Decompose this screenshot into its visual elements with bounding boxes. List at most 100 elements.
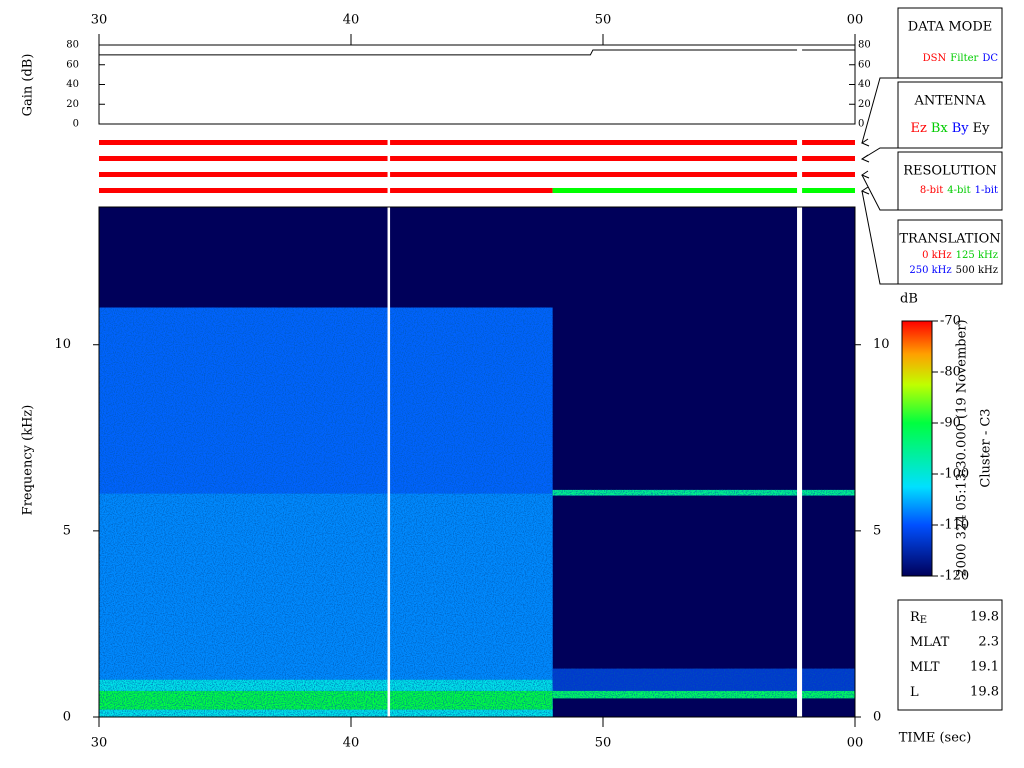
- panel-item: 125 kHz: [956, 250, 998, 261]
- panel-item: By: [952, 121, 970, 136]
- panel-line: 0 kHz 125 kHz: [922, 250, 998, 261]
- panel-line: 8-bit 4-bit 1-bit: [920, 185, 998, 196]
- panel-item: 250 kHz: [909, 265, 951, 276]
- panel-item: Ey: [973, 121, 990, 136]
- y-tick-label: 0: [858, 119, 864, 130]
- texture: [99, 690, 553, 710]
- panel-arrow: [861, 174, 898, 211]
- colorbar-label: dB: [900, 292, 918, 307]
- axis-label: Gain (dB): [21, 54, 36, 117]
- mode-bar: [802, 188, 855, 193]
- y-tick-label: 20: [858, 99, 871, 110]
- colorbar-tick-label: -120: [940, 569, 969, 584]
- mode-bar: [802, 172, 855, 177]
- colorbar: [901, 320, 933, 577]
- position-label-text: MLT: [910, 660, 940, 675]
- position-label: L: [910, 685, 919, 700]
- position-label: RE: [910, 610, 927, 626]
- panel-item: DSN: [923, 53, 947, 64]
- annotation: 2000 324 05:13:30.000 (19 November): [955, 319, 970, 576]
- y-tick-label: 40: [858, 79, 871, 90]
- arrow-head: [860, 154, 870, 163]
- mode-bar: [802, 140, 855, 145]
- position-box: [897, 599, 1003, 711]
- x-tick-label: 30: [91, 736, 108, 751]
- mode-bar: [552, 188, 798, 193]
- panel-item: 500 kHz: [956, 265, 998, 276]
- position-value: 19.1: [970, 660, 999, 675]
- colorbar-tick-label: -110: [940, 518, 969, 533]
- y-tick-label: 40: [66, 79, 79, 90]
- colorbar-tick-label: -80: [940, 365, 961, 380]
- x-tick-label: 50: [595, 736, 612, 751]
- position-label-text: MLAT: [910, 635, 950, 650]
- y-tick-label: 60: [858, 59, 871, 70]
- texture: [552, 690, 855, 699]
- mode-bar: [390, 156, 798, 161]
- y-tick-label: 5: [873, 523, 881, 538]
- position-label-sub: E: [920, 615, 927, 626]
- colorbar-tick-label: -70: [940, 314, 961, 329]
- panel-box: [897, 151, 1003, 211]
- position-label-text: L: [910, 685, 919, 700]
- data-gap: [797, 207, 803, 717]
- position-label-text: R: [910, 610, 921, 625]
- y-tick-label: 80: [66, 40, 79, 51]
- panel-item: DC: [982, 53, 998, 64]
- panel-arrow: [861, 190, 898, 285]
- y-tick-label: 60: [66, 59, 79, 70]
- panel-line: Ez Bx By Ey: [911, 121, 991, 136]
- panel-line: DSN Filter DC: [923, 53, 999, 64]
- x-tick-label: 40: [343, 736, 360, 751]
- annotation: Cluster - C3: [979, 408, 994, 487]
- panel-title: DATA MODE: [908, 20, 992, 35]
- panel-arrow: [861, 77, 898, 144]
- y-tick-label: 20: [66, 99, 79, 110]
- gain-line: [99, 49, 798, 56]
- panel-box: [897, 81, 1003, 149]
- mode-bar: [390, 140, 798, 145]
- data-gap: [387, 207, 391, 717]
- panel-item: 4-bit: [947, 185, 970, 196]
- x-tick-label: 00: [847, 736, 864, 751]
- panel-arrow: [861, 147, 898, 160]
- mode-bar: [390, 188, 553, 193]
- texture: [552, 668, 855, 691]
- position-value: 19.8: [970, 610, 999, 625]
- panel-box: [897, 7, 1003, 79]
- mode-bar: [99, 188, 388, 193]
- spectrogram-frame: [98, 206, 856, 718]
- arrow-head: [860, 170, 870, 179]
- panel-box: [897, 219, 1003, 285]
- mode-bar: [99, 172, 388, 177]
- position-value: 19.8: [970, 685, 999, 700]
- x-tick-label: 30: [91, 13, 108, 28]
- mode-bar: [802, 156, 855, 161]
- arrow-head: [860, 186, 870, 195]
- panel-title: RESOLUTION: [903, 164, 997, 179]
- y-tick-label: 80: [858, 40, 871, 51]
- panel-title: TRANSLATION: [899, 232, 1000, 247]
- y-tick-label: 10: [873, 337, 890, 352]
- panel-item: 0 kHz: [922, 250, 952, 261]
- panel-item: Filter: [950, 53, 978, 64]
- panel-item: Ez: [911, 121, 927, 136]
- colorbar-tick-label: -90: [940, 416, 961, 431]
- mode-bar: [99, 140, 388, 145]
- position-label: MLT: [910, 660, 940, 675]
- y-tick-label: 10: [54, 337, 71, 352]
- y-tick-label: 0: [873, 710, 881, 725]
- gain-frame: [98, 44, 856, 125]
- arrow-head: [860, 138, 870, 147]
- panel-title: ANTENNA: [913, 94, 986, 109]
- mode-bar: [390, 172, 798, 177]
- mode-bar: [99, 156, 388, 161]
- axis-label: TIME (sec): [899, 731, 972, 746]
- y-tick-label: 5: [63, 523, 71, 538]
- y-tick-label: 0: [73, 119, 79, 130]
- x-tick-label: 00: [847, 13, 864, 28]
- x-tick-label: 50: [595, 13, 612, 28]
- texture: [552, 489, 855, 496]
